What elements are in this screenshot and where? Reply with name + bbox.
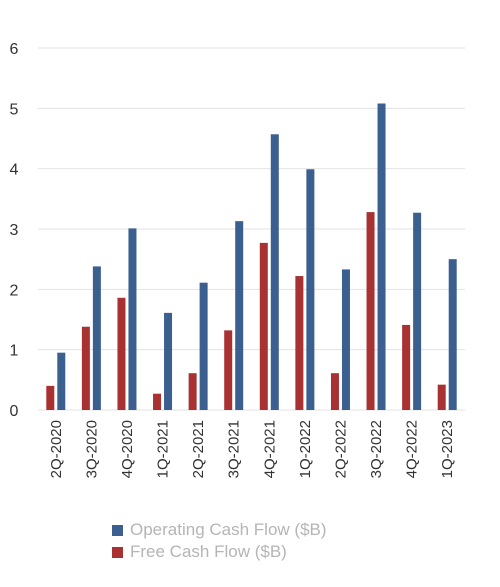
x-tick-label-4Q-2020: 4Q-2020 [119, 420, 136, 478]
bar-operating-cash-flow-3Q-2020[interactable] [92, 266, 101, 410]
x-axis-ticks: 2Q-2020 3Q-2020 4Q-2020 1Q-2021 2Q-2021 3Q-20… [48, 420, 456, 478]
bar-free-cash-flow-4Q-2020[interactable] [117, 297, 126, 410]
bar-free-cash-flow-3Q-2020[interactable] [81, 326, 90, 410]
bars [46, 103, 457, 411]
y-tick-label-1: 1 [10, 343, 19, 360]
bar-operating-cash-flow-1Q-2021[interactable] [164, 312, 173, 410]
x-tick-label-4Q-2021: 4Q-2021 [261, 420, 278, 478]
bar-free-cash-flow-1Q-2021[interactable] [153, 393, 162, 410]
x-tick-label-3Q-2020: 3Q-2020 [83, 420, 100, 478]
bar-free-cash-flow-4Q-2021[interactable] [259, 242, 268, 410]
bar-operating-cash-flow-2Q-2022[interactable] [341, 269, 350, 410]
legend-item-operating-cash-flow[interactable]: Operating Cash Flow ($B) [112, 519, 327, 541]
legend: Operating Cash Flow ($B) Free Cash Flow … [112, 519, 327, 563]
bar-free-cash-flow-2Q-2020[interactable] [46, 385, 55, 410]
bar-operating-cash-flow-1Q-2022[interactable] [306, 169, 315, 410]
bar-free-cash-flow-2Q-2022[interactable] [330, 373, 339, 410]
bar-operating-cash-flow-3Q-2022[interactable] [377, 103, 386, 411]
legend-label-operating: Operating Cash Flow ($B) [130, 520, 327, 539]
y-axis-ticks: 0 1 2 3 4 5 6 [10, 41, 19, 420]
x-tick-label-3Q-2022: 3Q-2022 [368, 420, 385, 478]
bar-free-cash-flow-1Q-2022[interactable] [295, 276, 304, 410]
bar-operating-cash-flow-1Q-2023[interactable] [448, 259, 457, 410]
bar-free-cash-flow-2Q-2021[interactable] [188, 373, 197, 410]
y-tick-label-2: 2 [10, 282, 19, 299]
bar-operating-cash-flow-3Q-2021[interactable] [235, 221, 244, 410]
bar-free-cash-flow-3Q-2022[interactable] [366, 212, 375, 410]
x-tick-label-1Q-2021: 1Q-2021 [155, 420, 172, 478]
y-tick-label-0: 0 [10, 403, 19, 420]
bar-operating-cash-flow-4Q-2020[interactable] [128, 228, 137, 410]
x-tick-label-3Q-2021: 3Q-2021 [226, 420, 243, 478]
x-tick-label-1Q-2022: 1Q-2022 [297, 420, 314, 478]
x-tick-label-2Q-2020: 2Q-2020 [48, 420, 65, 478]
x-tick-label-4Q-2022: 4Q-2022 [404, 420, 421, 478]
bar-operating-cash-flow-4Q-2021[interactable] [270, 134, 279, 410]
legend-item-free-cash-flow[interactable]: Free Cash Flow ($B) [112, 541, 327, 563]
bar-free-cash-flow-1Q-2023[interactable] [437, 384, 446, 410]
legend-swatch-operating [112, 524, 123, 536]
bar-operating-cash-flow-4Q-2022[interactable] [413, 212, 422, 410]
grid-lines [38, 47, 465, 411]
y-tick-label-5: 5 [10, 101, 19, 118]
x-tick-label-1Q-2023: 1Q-2023 [439, 420, 456, 478]
y-tick-label-3: 3 [10, 222, 19, 239]
x-tick-label-2Q-2022: 2Q-2022 [332, 420, 349, 478]
bar-free-cash-flow-3Q-2021[interactable] [224, 330, 233, 410]
legend-swatch-free [112, 546, 123, 558]
y-tick-label-4: 4 [10, 162, 19, 179]
legend-label-free: Free Cash Flow ($B) [130, 542, 287, 561]
y-tick-label-6: 6 [10, 41, 19, 58]
bar-operating-cash-flow-2Q-2021[interactable] [199, 282, 208, 410]
bar-free-cash-flow-4Q-2022[interactable] [402, 324, 411, 410]
x-tick-label-2Q-2021: 2Q-2021 [190, 420, 207, 478]
bar-operating-cash-flow-2Q-2020[interactable] [57, 352, 66, 410]
